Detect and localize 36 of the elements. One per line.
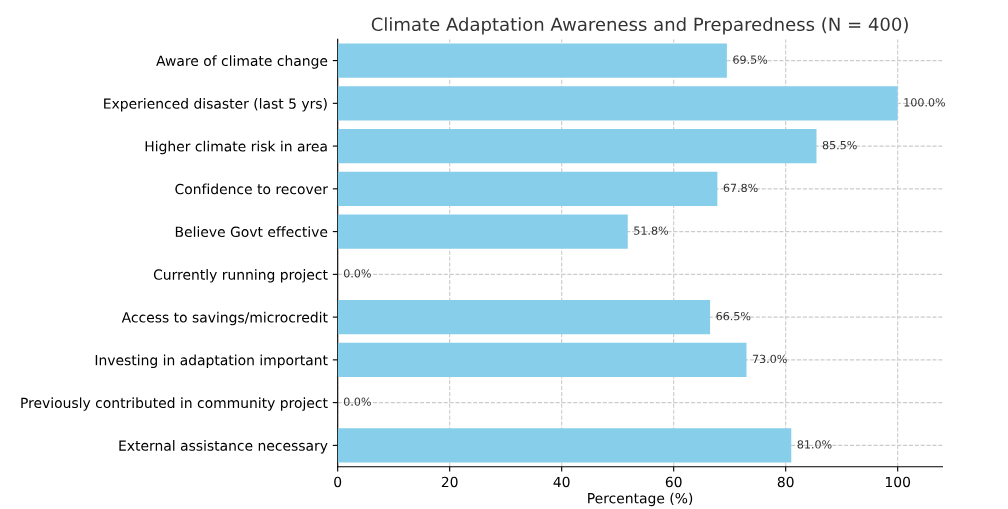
y-tick-label: Currently running project	[153, 269, 328, 283]
bar	[337, 128, 817, 164]
data-label: 85.5%	[822, 140, 857, 150]
y-tick-label: Confidence to recover	[175, 183, 328, 195]
data-label: 100.0%	[904, 98, 945, 107]
bar	[337, 43, 727, 78]
y-tick-label: Believe Govt effective	[175, 226, 328, 238]
x-tick-label: 0	[334, 476, 342, 488]
data-label: 73.0%	[752, 354, 787, 364]
data-label: 67.8%	[723, 183, 758, 193]
y-tick-label: Investing in adaptation important	[95, 354, 328, 369]
y-tick-label: Previously contributed in community project	[21, 397, 328, 411]
x-axis-title: Percentage (%)	[588, 492, 693, 507]
x-tick-label: 100	[885, 476, 911, 488]
data-label: 51.8%	[634, 226, 668, 235]
bar	[337, 214, 628, 249]
y-tick-label: Higher climate risk in area	[145, 140, 327, 155]
data-label: 69.5%	[733, 55, 768, 64]
y-tick-label: Access to savings/microcredit	[121, 311, 328, 326]
y-tick-label: Aware of climate change	[156, 55, 328, 69]
data-label: 0.0%	[343, 269, 371, 278]
x-tick-label: 80	[777, 476, 794, 488]
chart-title: Climate Adaptation Awareness and Preparedness (N = 400)	[371, 17, 908, 35]
y-tick-label: External assistance necessary	[119, 440, 328, 454]
x-tick-label: 60	[665, 476, 682, 488]
bar	[337, 428, 792, 463]
x-tick-label: 20	[441, 476, 458, 488]
data-label: 0.0%	[343, 397, 371, 406]
x-tick-label: 40	[553, 476, 570, 488]
bar	[337, 300, 711, 335]
bar	[337, 86, 898, 121]
bar	[337, 171, 718, 206]
data-label: 81.0%	[797, 440, 832, 449]
y-tick-label: Experienced disaster (last 5 yrs)	[104, 98, 327, 112]
data-label: 66.5%	[716, 311, 751, 321]
bar	[337, 342, 747, 377]
